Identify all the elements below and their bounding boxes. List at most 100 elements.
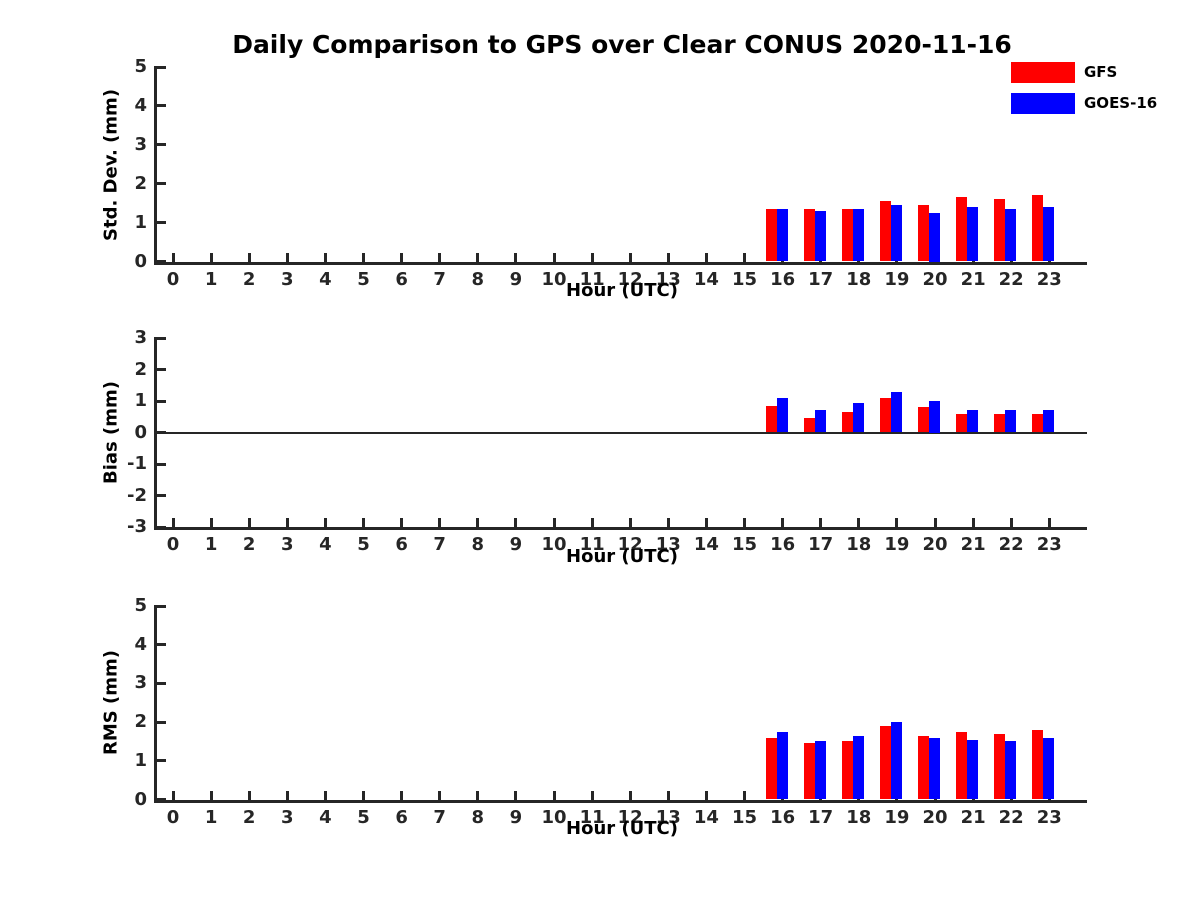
bar-goes16-hour-22 — [1005, 741, 1017, 800]
x-tick — [362, 790, 365, 800]
legend-label-gfs: GFS — [1084, 63, 1118, 81]
x-tick-label: 9 — [509, 534, 523, 555]
x-tick — [476, 790, 480, 800]
x-tick — [514, 790, 518, 800]
x-tick-label: 13 — [655, 268, 681, 290]
x-tick — [285, 790, 289, 800]
bar-goes16-hour-20 — [929, 401, 940, 433]
bar-goes16-hour-20 — [929, 212, 940, 262]
y-tick — [157, 525, 166, 529]
x-tick-label: 17 — [808, 534, 834, 555]
x-tick-label: 9 — [509, 806, 523, 828]
x-tick — [628, 518, 632, 527]
bar-goes16-hour-20 — [929, 737, 940, 800]
y-tick-label: -3 — [127, 516, 147, 537]
y-tick-label: 1 — [134, 211, 147, 233]
x-tick-label: 9 — [509, 268, 523, 290]
y-tick-label: 2 — [134, 172, 147, 194]
x-tick-label: 10 — [541, 534, 567, 555]
x-tick-label: 22 — [998, 268, 1024, 290]
y-tick-label: 5 — [134, 595, 147, 616]
bar-gfs-hour-21 — [956, 413, 968, 433]
y-tick — [157, 336, 166, 340]
y-tick-label: 0 — [134, 250, 147, 272]
y-tick-label: 5 — [134, 56, 147, 77]
y-tick-label: -1 — [127, 453, 147, 474]
x-tick — [666, 790, 670, 800]
y-tick — [157, 260, 166, 263]
x-tick — [209, 518, 213, 527]
bar-gfs-hour-18 — [841, 208, 853, 262]
bar-goes16-hour-23 — [1043, 410, 1055, 433]
x-tick — [323, 252, 327, 262]
x-tick-label: 11 — [579, 806, 605, 828]
x-tick-label: 2 — [242, 268, 256, 290]
x-tick — [781, 518, 785, 527]
x-tick — [438, 790, 442, 800]
bar-gfs-hour-17 — [803, 418, 815, 433]
x-tick-label: 22 — [998, 534, 1024, 555]
x-tick — [628, 252, 632, 262]
x-tick-label: 21 — [960, 806, 986, 828]
bar-goes16-hour-23 — [1043, 207, 1055, 262]
bar-goes16-hour-17 — [814, 410, 826, 433]
x-tick-label: 12 — [617, 268, 643, 290]
x-tick-label: 16 — [770, 806, 796, 828]
y-tick — [157, 604, 166, 608]
x-tick-label: 18 — [846, 534, 872, 555]
y-tick-label: -2 — [127, 484, 147, 506]
y-tick — [157, 221, 166, 225]
x-tick-label: 18 — [846, 806, 872, 828]
x-tick-label: 10 — [541, 268, 567, 290]
legend-item-goes16: GOES-16 — [1011, 92, 1157, 114]
x-tick — [285, 518, 289, 527]
y-tick — [157, 182, 166, 186]
y-axis-spine — [154, 337, 157, 530]
x-tick — [285, 252, 289, 262]
y-tick — [157, 759, 166, 763]
bar-gfs-hour-21 — [956, 731, 968, 800]
x-tick-label: 3 — [281, 268, 294, 290]
x-tick — [857, 518, 861, 527]
x-tick — [1009, 518, 1013, 527]
x-tick — [666, 252, 670, 262]
x-tick-label: 2 — [242, 534, 256, 555]
x-tick-label: 11 — [579, 534, 605, 555]
bar-gfs-hour-20 — [918, 735, 929, 800]
x-tick-label: 3 — [281, 534, 294, 555]
x-tick — [362, 518, 365, 527]
x-tick — [171, 518, 175, 527]
chart-title: Daily Comparison to GPS over Clear CONUS… — [232, 30, 1012, 59]
x-tick — [247, 252, 251, 262]
x-tick-label: 7 — [433, 806, 446, 828]
y-tick-label: 3 — [134, 133, 147, 155]
x-tick — [666, 518, 670, 527]
bar-goes16-hour-21 — [967, 739, 979, 800]
y-tick-label: 2 — [134, 358, 147, 380]
x-axis-spine — [154, 261, 1087, 265]
bar-goes16-hour-19 — [890, 722, 902, 800]
x-tick — [476, 518, 480, 527]
x-tick-label: 15 — [731, 268, 758, 290]
x-tick — [476, 252, 480, 262]
x-tick — [704, 518, 708, 527]
x-tick-label: 17 — [808, 268, 834, 290]
bar-gfs-hour-22 — [994, 413, 1006, 433]
bar-goes16-hour-18 — [852, 208, 864, 262]
x-tick — [590, 790, 594, 800]
x-tick — [743, 252, 746, 262]
x-tick-label: 5 — [357, 268, 370, 290]
x-tick — [209, 252, 213, 262]
bar-goes16-hour-21 — [967, 207, 979, 262]
y-tick — [157, 462, 166, 466]
x-tick-label: 15 — [731, 806, 758, 828]
x-tick-label: 12 — [617, 534, 643, 555]
bar-goes16-hour-19 — [890, 391, 902, 433]
x-tick-label: 1 — [204, 806, 218, 828]
x-tick — [400, 518, 404, 527]
bar-goes16-hour-16 — [776, 208, 788, 262]
xlabel-std-dev: Hour (UTC) — [566, 280, 678, 301]
x-tick-label: 22 — [998, 806, 1024, 828]
bar-gfs-hour-20 — [918, 407, 929, 433]
